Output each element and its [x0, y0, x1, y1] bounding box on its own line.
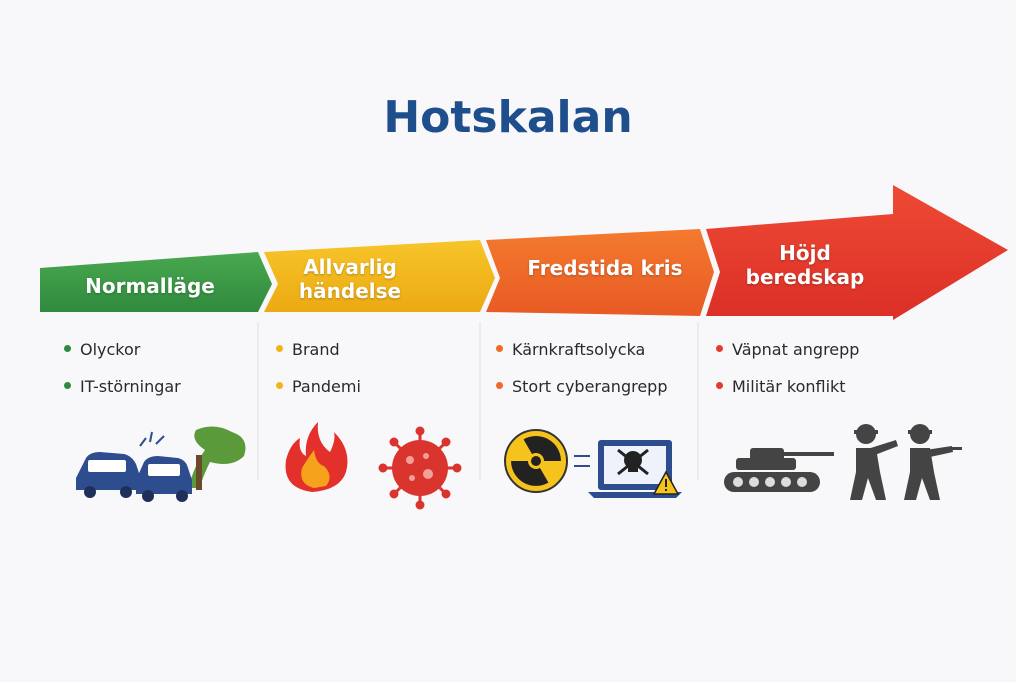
icon-tank — [724, 448, 834, 492]
bullet — [276, 382, 283, 389]
bullet — [64, 345, 71, 352]
stage-item: IT-störningar — [64, 377, 181, 396]
stage-item: Kärnkraftsolycka — [496, 340, 645, 359]
stage-item: Pandemi — [276, 377, 361, 396]
icon-radiation — [505, 429, 590, 494]
title: Hotskalan — [0, 92, 1016, 143]
stage-item: Stort cyberangrepp — [496, 377, 667, 396]
item-text: Väpnat angrepp — [732, 340, 859, 359]
bullet — [276, 345, 283, 352]
item-text: Pandemi — [292, 377, 361, 396]
icon-virus — [379, 427, 461, 509]
stage-label: Fredstida kris — [505, 244, 705, 292]
stage-item: Militär konflikt — [716, 377, 846, 396]
stage-label: Normalläge — [50, 262, 250, 310]
icon-accident — [76, 426, 246, 502]
stage-label: Allvarlig händelse — [285, 248, 415, 310]
page: Hotskalan (() => { const data = JSON.par… — [0, 0, 1016, 682]
stage-item: Olyckor — [64, 340, 140, 359]
icon-laptop — [588, 440, 682, 498]
item-text: Olyckor — [80, 340, 140, 359]
stage-item: Brand — [276, 340, 340, 359]
icon-soldiers — [850, 424, 962, 500]
bullet — [496, 382, 503, 389]
bullet — [64, 382, 71, 389]
bullet — [496, 345, 503, 352]
item-text: Brand — [292, 340, 340, 359]
item-text: Stort cyberangrepp — [512, 377, 667, 396]
item-text: Militär konflikt — [732, 377, 846, 396]
icon-fire — [286, 422, 348, 492]
stage-label: Höjd beredskap — [730, 232, 880, 298]
bullet — [716, 345, 723, 352]
item-text: Kärnkraftsolycka — [512, 340, 645, 359]
bullet — [716, 382, 723, 389]
stage-item: Väpnat angrepp — [716, 340, 859, 359]
item-text: IT-störningar — [80, 377, 181, 396]
